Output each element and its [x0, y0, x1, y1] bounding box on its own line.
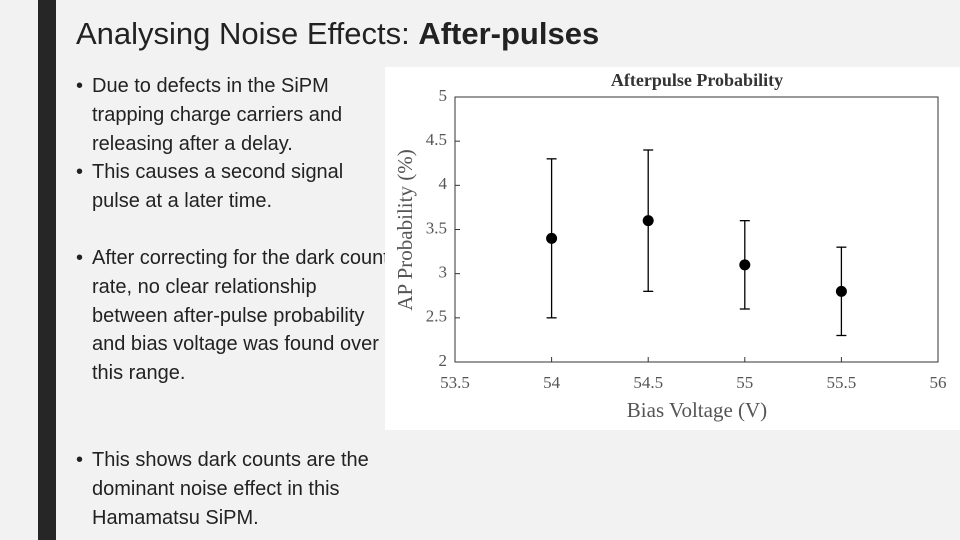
y-tick-label: 3.5	[426, 218, 447, 237]
point	[739, 259, 751, 271]
y-tick-label: 4	[439, 174, 448, 193]
x-tick-label: 54	[543, 373, 561, 392]
chart-title: Afterpulse Probability	[611, 70, 783, 90]
x-tick-label: 54.5	[633, 373, 663, 392]
bullet: This shows dark counts are the dominant …	[76, 446, 392, 532]
x-tick-label: 56	[930, 373, 947, 392]
bullet: After correcting for the dark count rate…	[76, 244, 392, 388]
bullet: This causes a second signal pulse at a l…	[76, 158, 392, 216]
chart-background	[385, 67, 960, 430]
y-tick-label: 3	[439, 263, 448, 282]
y-tick-label: 2.5	[426, 307, 447, 326]
y-axis-label: AP Probability (%)	[393, 149, 417, 310]
x-tick-label: 55.5	[827, 373, 857, 392]
y-tick-label: 2	[439, 351, 448, 370]
point	[835, 285, 847, 297]
x-axis-label: Bias Voltage (V)	[627, 398, 767, 422]
title-text: Analysing Noise Effects:	[76, 16, 419, 51]
accent-bar	[38, 0, 56, 540]
point	[546, 232, 558, 244]
bullet: Due to defects in the SiPM trapping char…	[76, 72, 392, 158]
point	[642, 215, 654, 227]
x-tick-label: 55	[736, 373, 753, 392]
y-tick-label: 4.5	[426, 130, 447, 149]
y-tick-label: 5	[439, 86, 448, 105]
x-tick-label: 53.5	[440, 373, 470, 392]
chart: Afterpulse Probability Bias Voltage (V) …	[385, 67, 960, 430]
slide-title: Analysing Noise Effects: After-pulses	[76, 16, 599, 52]
title-emphasis: After-pulses	[418, 16, 600, 51]
